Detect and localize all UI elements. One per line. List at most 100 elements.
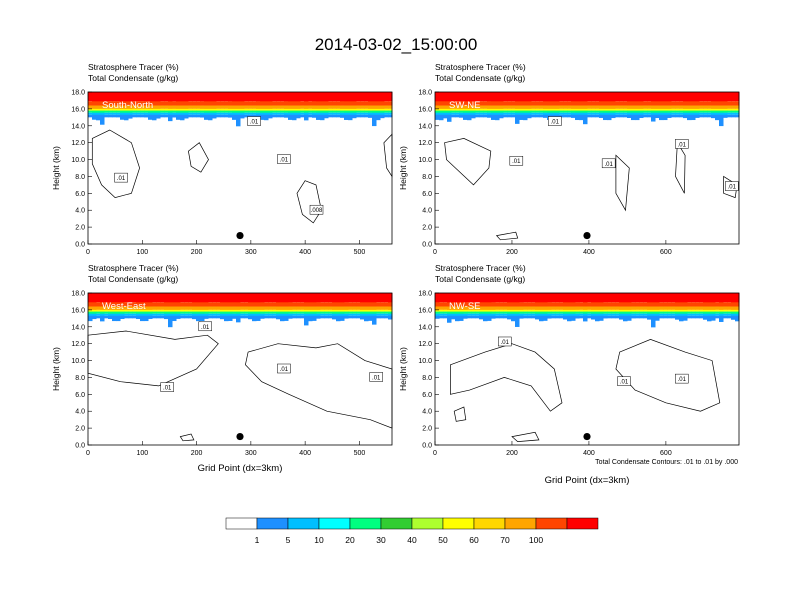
panel-label: South-North bbox=[102, 100, 153, 111]
tracer-cell bbox=[264, 92, 269, 103]
tracer-cell bbox=[148, 110, 153, 114]
tracer-cell bbox=[727, 293, 732, 303]
tracer-cell bbox=[475, 110, 480, 113]
tracer-cell bbox=[332, 92, 337, 102]
tracer-cell bbox=[320, 315, 325, 319]
x-axis-label: Grid Point (dx=3km) bbox=[198, 463, 283, 474]
plot-frame bbox=[434, 91, 740, 245]
tracer-cell bbox=[268, 101, 273, 106]
tracer-cell bbox=[643, 108, 648, 111]
tracer-cell bbox=[88, 110, 93, 113]
y-axis: 0.02.04.06.08.010.012.014.016.018.0Heigh… bbox=[51, 90, 92, 249]
tracer-cell bbox=[336, 306, 341, 312]
tracer-cell bbox=[136, 293, 141, 303]
tracer-cell bbox=[491, 92, 496, 103]
tracer-cell bbox=[703, 306, 708, 311]
tracer-cell bbox=[300, 302, 305, 307]
tracer-cell bbox=[88, 309, 93, 313]
tracer-cell bbox=[611, 315, 616, 319]
contour-line bbox=[296, 180, 322, 224]
tracer-cell bbox=[132, 311, 137, 314]
tracer-cell bbox=[591, 306, 596, 311]
tracer-cell bbox=[120, 309, 125, 312]
tracer-cell bbox=[527, 110, 532, 114]
tracer-cell bbox=[567, 315, 572, 322]
tracer-cell bbox=[132, 110, 137, 113]
tracer-cell bbox=[675, 302, 680, 308]
tracer-cell bbox=[611, 302, 616, 307]
tracer-cell bbox=[499, 313, 504, 316]
tracer-cell bbox=[563, 309, 568, 313]
tracer-cell bbox=[735, 108, 740, 111]
tracer-cell bbox=[595, 105, 600, 109]
tracer-cell bbox=[212, 110, 217, 114]
tracer-cell bbox=[276, 306, 281, 311]
tracer-cell bbox=[691, 105, 696, 111]
tracer-cell bbox=[723, 309, 728, 312]
tracer-cell bbox=[467, 309, 472, 312]
tracer-cell bbox=[212, 311, 217, 314]
tracer-cell bbox=[451, 92, 456, 102]
tracer-cell bbox=[300, 112, 305, 115]
tracer-cell bbox=[332, 114, 337, 118]
tracer-cell bbox=[439, 108, 444, 112]
tracer-cell bbox=[116, 101, 121, 106]
tracer-cell bbox=[719, 293, 724, 304]
tracer-cell bbox=[599, 306, 604, 311]
tracer-cell bbox=[112, 101, 117, 106]
tracer-cell bbox=[527, 311, 532, 314]
tracer-cell bbox=[595, 302, 600, 308]
tracer-cell bbox=[615, 293, 620, 303]
tracer-cell bbox=[172, 114, 177, 118]
tracer-cell bbox=[276, 108, 281, 111]
tracer-cell bbox=[735, 110, 740, 113]
tracer-cell bbox=[104, 311, 109, 314]
tracer-cell bbox=[160, 311, 165, 314]
tracer-cell bbox=[603, 306, 608, 310]
tracer-cell bbox=[244, 293, 249, 303]
figure-title: 2014-03-02_15:00:00 bbox=[315, 35, 478, 54]
tracer-cell bbox=[699, 315, 704, 319]
plot-frame bbox=[87, 91, 393, 245]
tracer-cell bbox=[643, 101, 648, 106]
tracer-cell bbox=[360, 306, 365, 311]
tracer-cell bbox=[232, 306, 237, 311]
tracer-cell bbox=[252, 114, 257, 118]
tracer-cell bbox=[695, 309, 700, 312]
tracer-cell bbox=[735, 309, 740, 313]
tracer-cell bbox=[491, 114, 496, 120]
contour-label-box bbox=[277, 154, 291, 164]
tracer-cell bbox=[643, 302, 648, 307]
tracer-cell bbox=[192, 101, 197, 106]
tracer-cell bbox=[563, 114, 568, 118]
tracer-cell bbox=[244, 313, 249, 316]
tracer-cell bbox=[575, 311, 580, 314]
tracer-cell bbox=[451, 105, 456, 109]
tracer-cell bbox=[707, 110, 712, 113]
tracer-cell bbox=[591, 311, 596, 315]
tracer-cell bbox=[272, 105, 277, 109]
location-marker bbox=[236, 231, 244, 240]
tracer-cell bbox=[539, 92, 544, 102]
tracer-cell bbox=[264, 293, 269, 303]
tracer-cell bbox=[599, 311, 604, 315]
tracer-cell bbox=[463, 108, 468, 112]
tracer-cell bbox=[695, 92, 700, 102]
tracer-cell bbox=[527, 306, 532, 310]
tracer-cell bbox=[527, 293, 532, 303]
tracer-cell bbox=[148, 311, 153, 314]
y-axis: 0.02.04.06.08.010.012.014.016.018.0Heigh… bbox=[51, 291, 92, 450]
tracer-cell bbox=[344, 92, 349, 103]
tracer-cell bbox=[196, 112, 201, 115]
tracer-cell bbox=[615, 315, 620, 319]
tracer-cell bbox=[579, 108, 584, 112]
tracer-cell bbox=[651, 293, 656, 307]
tracer-cell bbox=[523, 101, 528, 107]
tracer-cell bbox=[212, 306, 217, 310]
tracer-cell bbox=[679, 293, 684, 304]
tracer-cell bbox=[735, 101, 740, 106]
tracer-cell bbox=[691, 302, 696, 307]
tracer-cell bbox=[435, 110, 440, 114]
tracer-cell bbox=[663, 108, 668, 112]
tracer-cell bbox=[515, 92, 520, 105]
